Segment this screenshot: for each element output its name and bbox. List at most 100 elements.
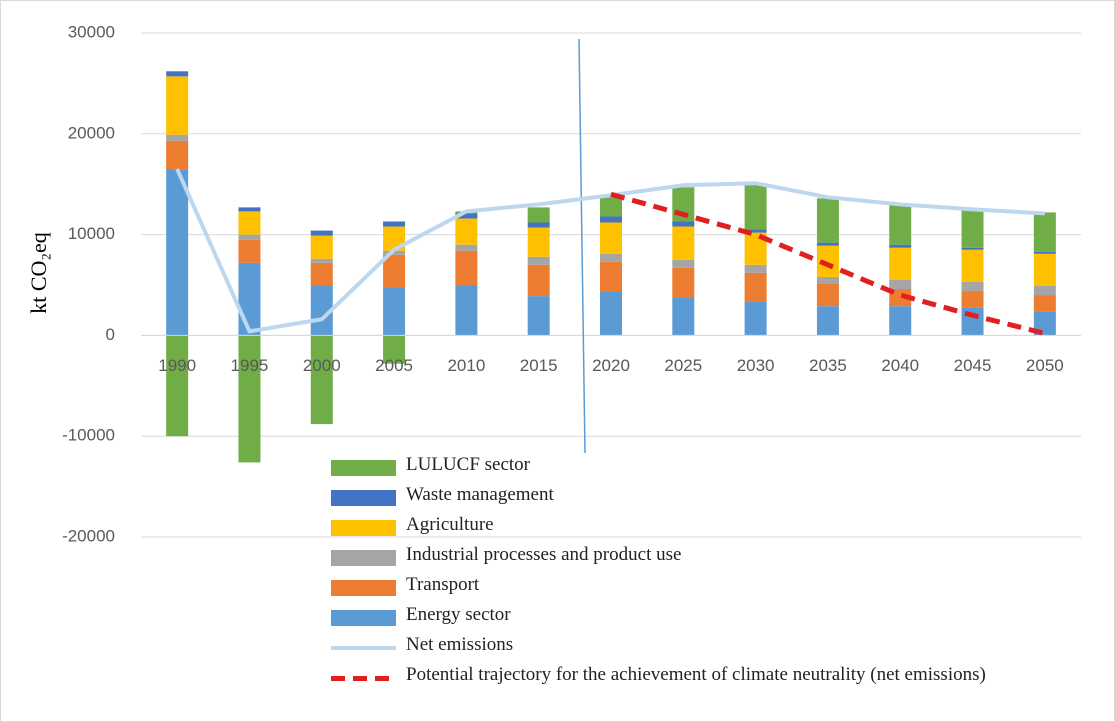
bar xyxy=(889,279,912,290)
bar xyxy=(166,335,189,437)
x-tick-label: 2020 xyxy=(592,356,630,375)
bar xyxy=(889,289,912,307)
y-axis-label: kt CO₂eq xyxy=(26,232,51,314)
bar xyxy=(455,218,478,245)
line xyxy=(610,191,1046,336)
bar xyxy=(1033,295,1056,312)
bar xyxy=(383,335,406,364)
legend-item: Agriculture xyxy=(331,513,1071,543)
bar xyxy=(383,250,406,255)
bar xyxy=(310,235,333,259)
bar xyxy=(310,285,333,336)
bar xyxy=(672,297,695,336)
bar xyxy=(816,276,839,284)
legend-item: LULUCF sector xyxy=(331,453,1071,483)
bar xyxy=(527,264,550,297)
legend-swatch xyxy=(331,453,396,483)
x-tick-label: 2030 xyxy=(737,356,775,375)
bar xyxy=(166,134,189,141)
bar xyxy=(455,285,478,336)
legend-swatch xyxy=(331,573,396,603)
bar xyxy=(1033,253,1056,287)
legend-label: Transport xyxy=(406,574,480,595)
bar xyxy=(744,301,767,336)
bar xyxy=(527,256,550,265)
bar xyxy=(383,288,406,336)
bar xyxy=(527,222,550,228)
bar xyxy=(672,221,695,227)
bar xyxy=(527,207,550,223)
x-tick-label: 2000 xyxy=(303,356,341,375)
bar xyxy=(816,198,839,243)
bar xyxy=(527,227,550,257)
bar xyxy=(744,232,767,265)
legend-item: Energy sector xyxy=(331,603,1071,633)
bar xyxy=(961,247,984,250)
bar xyxy=(744,183,767,230)
legend-label: Energy sector xyxy=(406,604,511,625)
bar xyxy=(166,140,189,170)
x-tick-label: 2010 xyxy=(447,356,485,375)
legend-label: LULUCF sector xyxy=(406,454,531,475)
bar xyxy=(166,71,189,77)
bar xyxy=(744,272,767,302)
bar xyxy=(383,254,406,289)
bar xyxy=(889,247,912,280)
bar xyxy=(527,296,550,336)
bar xyxy=(744,229,767,233)
bar xyxy=(672,259,695,268)
legend-item: Waste management xyxy=(331,483,1071,513)
bar xyxy=(238,211,261,235)
legend-swatch xyxy=(331,603,396,633)
bar xyxy=(961,210,984,248)
bar xyxy=(600,253,622,262)
separator xyxy=(578,38,586,454)
legend-item: Potential trajectory for the achievement… xyxy=(331,663,1071,693)
bar xyxy=(816,306,839,336)
bar xyxy=(455,244,478,251)
x-tick-label: 2015 xyxy=(520,356,558,375)
legend-label: Waste management xyxy=(406,484,554,505)
bar xyxy=(816,283,839,307)
bar xyxy=(816,245,839,277)
bar xyxy=(166,76,189,135)
bar xyxy=(455,213,478,219)
bar xyxy=(1033,311,1056,336)
bar xyxy=(238,234,261,240)
bar xyxy=(238,335,261,463)
bar xyxy=(1033,212,1056,252)
y-tick-label: 30000 xyxy=(68,22,115,41)
legend-label: Agriculture xyxy=(406,514,494,535)
legend-swatch xyxy=(331,633,396,663)
legend: LULUCF sector Waste management Agriculture… xyxy=(331,453,1071,693)
bar xyxy=(238,207,261,212)
legend-label: Net emissions xyxy=(406,634,514,655)
bar xyxy=(383,221,406,227)
bar xyxy=(889,244,912,248)
bar xyxy=(1033,251,1056,254)
bar xyxy=(310,258,333,263)
legend-swatch xyxy=(331,543,396,573)
bar xyxy=(961,281,984,292)
y-tick-label: 0 xyxy=(106,325,115,344)
bar xyxy=(961,249,984,282)
x-tick-label: 1990 xyxy=(158,356,196,375)
bar xyxy=(600,261,622,292)
x-tick-label: 2050 xyxy=(1026,356,1064,375)
bar xyxy=(889,205,912,245)
bar xyxy=(238,239,261,263)
y-tick-label: -10000 xyxy=(62,426,115,445)
bar xyxy=(600,216,622,223)
x-tick-label: 2045 xyxy=(954,356,992,375)
bar xyxy=(961,307,984,336)
legend-item: Industrial processes and product use xyxy=(331,543,1071,573)
legend-label: Potential trajectory for the achievement… xyxy=(406,664,986,685)
bar xyxy=(600,291,622,336)
bar xyxy=(744,264,767,273)
bar xyxy=(816,242,839,246)
legend-item: Transport xyxy=(331,573,1071,603)
bar xyxy=(238,262,261,336)
bar xyxy=(166,169,189,336)
x-tick-label: 1995 xyxy=(231,356,269,375)
